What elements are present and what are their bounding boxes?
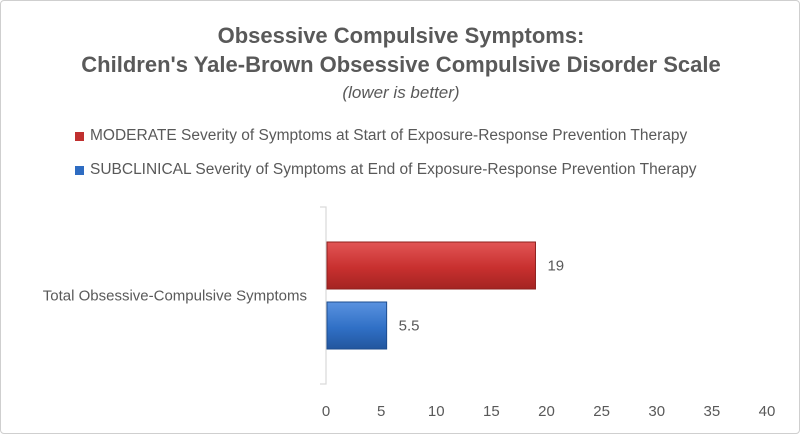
x-tick-label: 25	[593, 403, 610, 420]
legend-swatch-subclinical	[75, 165, 84, 175]
x-tick-label: 5	[377, 403, 385, 420]
data-label-moderate: 19	[547, 258, 564, 275]
y-axis-line	[320, 206, 327, 385]
legend-swatch-moderate	[75, 131, 84, 141]
x-tick-label: 30	[648, 403, 665, 420]
chart-subtitle: (lower is better)	[342, 83, 460, 102]
bar-moderate	[326, 241, 536, 290]
x-tick-label: 35	[704, 403, 721, 420]
data-label-subclinical: 5.5	[399, 318, 420, 335]
legend-label-subclinical: SUBCLINICAL Severity of Symptoms at End …	[90, 161, 697, 178]
category-label: Total Obsessive-Compulsive Symptoms	[43, 288, 307, 305]
legend-item-moderate: MODERATE Severity of Symptoms at Start o…	[75, 127, 687, 145]
chart-title-line-2: Children's Yale-Brown Obsessive Compulsi…	[81, 52, 721, 77]
legend-label-moderate: MODERATE Severity of Symptoms at Start o…	[90, 127, 688, 144]
x-tick-label: 10	[428, 403, 445, 420]
bar-subclinical	[326, 301, 388, 350]
chart-title-line-1: Obsessive Compulsive Symptoms:	[217, 23, 585, 48]
x-tick-label: 0	[322, 403, 330, 420]
x-tick-label: 15	[483, 403, 500, 420]
legend-item-subclinical: SUBCLINICAL Severity of Symptoms at End …	[75, 161, 697, 179]
x-tick-label: 40	[759, 403, 776, 420]
x-tick-label: 20	[538, 403, 555, 420]
